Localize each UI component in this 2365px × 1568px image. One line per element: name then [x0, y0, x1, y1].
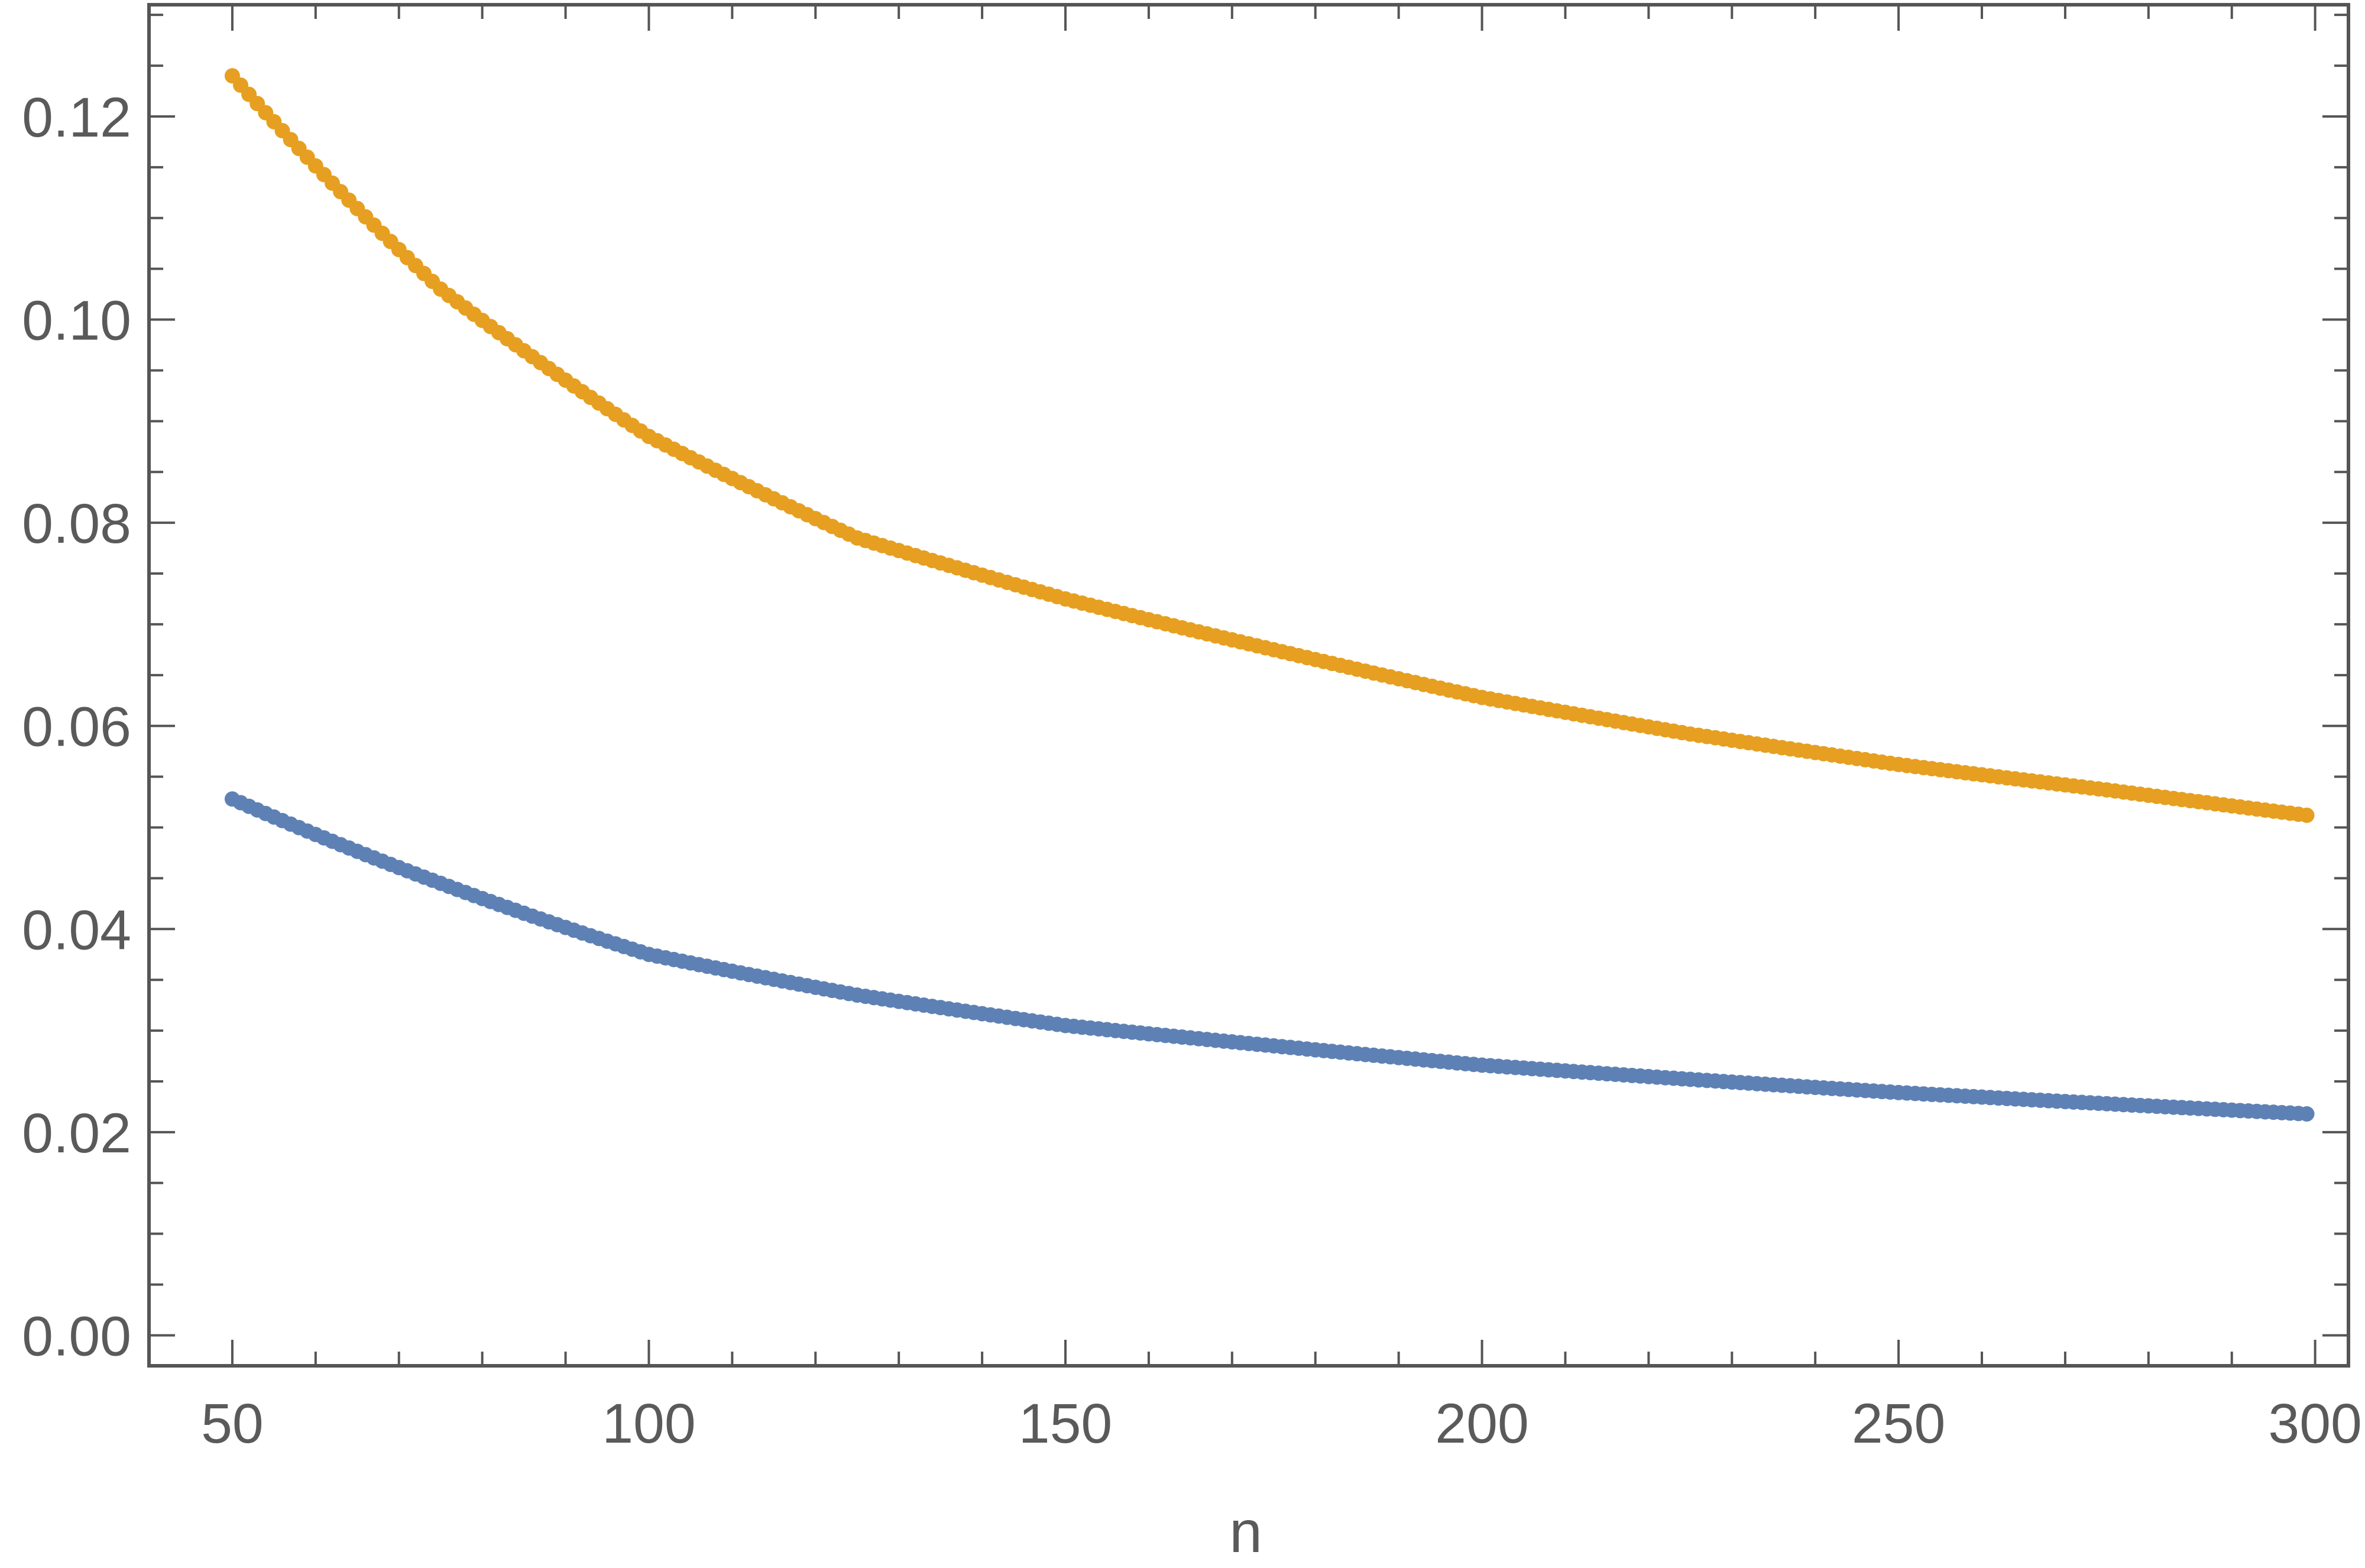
x-tick-label: 200: [1435, 1392, 1529, 1455]
y-tick-label: 0.06: [22, 696, 131, 759]
x-tick-label: 150: [1019, 1392, 1113, 1455]
x-axis-title: n: [1229, 1499, 1262, 1565]
data-point: [2299, 1106, 2315, 1122]
series-2: [224, 791, 2315, 1122]
x-tick-label: 100: [602, 1392, 696, 1455]
x-tick-label: 300: [2268, 1392, 2362, 1455]
y-tick-label: 0.08: [22, 493, 131, 555]
y-tick-label: 0.04: [22, 899, 131, 961]
data-series: [224, 68, 2315, 1122]
y-tick-label: 0.00: [22, 1305, 131, 1368]
y-tick-label: 0.10: [22, 290, 131, 352]
frame-rect: [147, 3, 2350, 1368]
x-tick-label: 250: [1852, 1392, 1946, 1455]
x-tick-label: 50: [201, 1392, 264, 1455]
series-1: [224, 68, 2315, 823]
axis-ticks: [149, 5, 2348, 1366]
y-tick-label: 0.12: [22, 86, 131, 149]
tick-labels: 50 100 150 200 250 300 0.00 0.02 0.04 0.06 0.08 0.1…: [22, 86, 2362, 1455]
plot-frame: [147, 3, 2350, 1368]
y-tick-label: 0.02: [22, 1102, 131, 1165]
data-point: [2299, 807, 2315, 823]
